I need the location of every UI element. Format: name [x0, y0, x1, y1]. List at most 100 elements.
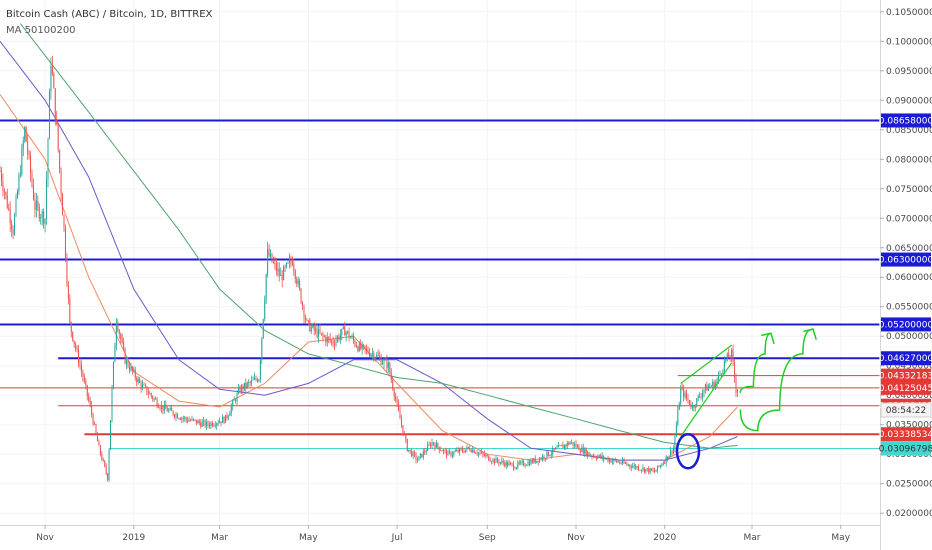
highlight-circle[interactable]	[675, 433, 701, 470]
level-price-label: 0.06300000	[879, 256, 932, 266]
candle-body	[287, 262, 289, 264]
candle-body	[556, 447, 558, 449]
candle-body	[418, 456, 420, 461]
candle-body	[655, 470, 657, 472]
candle-body	[182, 418, 184, 419]
candle-body	[451, 454, 453, 456]
level-price-label: 0.04332183	[879, 372, 932, 382]
candle-body	[367, 349, 369, 354]
channel-lower-line[interactable]	[680, 362, 733, 437]
candle-body	[0, 171, 2, 182]
projection-arrow-1[interactable]	[739, 332, 772, 394]
candle-body	[270, 253, 272, 257]
candle-body	[584, 448, 586, 454]
candle-body	[453, 451, 455, 455]
level-price-tag	[881, 113, 931, 128]
candle-body	[498, 461, 500, 464]
candle-body	[291, 262, 293, 265]
candle-body	[293, 264, 295, 271]
candle-body	[377, 354, 379, 357]
candle-body	[226, 415, 228, 418]
candle-body	[32, 185, 34, 200]
level-price-tag	[881, 368, 931, 383]
x-tick-label: Mar	[211, 533, 228, 543]
time-axis[interactable]: Nov 2019 Mar May Jul Sep Nov 2020 Mar May	[36, 525, 851, 543]
candle-body	[204, 420, 206, 427]
candle-body	[200, 422, 202, 427]
x-tick-label: Mar	[744, 533, 761, 543]
candle-body	[550, 453, 552, 456]
x-tick-label: Jul	[391, 533, 403, 543]
candle-body	[677, 409, 679, 425]
candle-body	[195, 419, 197, 424]
candle-body	[393, 389, 395, 397]
candle-body	[326, 337, 328, 343]
candle-body	[213, 425, 215, 427]
candle-body	[34, 199, 36, 210]
candle-body	[57, 123, 59, 150]
candle-body	[723, 361, 725, 371]
candle-body	[523, 461, 525, 466]
candle-body	[239, 388, 241, 393]
candle-body	[50, 65, 52, 92]
candle-body	[501, 460, 503, 463]
candle-body	[611, 460, 613, 463]
x-tick-label: 2020	[653, 533, 676, 543]
candle-body	[179, 418, 181, 420]
candle-body	[160, 405, 162, 409]
candle-body	[358, 343, 360, 351]
candle-body	[310, 327, 312, 332]
candle-body	[678, 403, 680, 410]
candles	[0, 55, 738, 482]
candle-body	[191, 418, 193, 421]
candle-body	[683, 388, 685, 397]
candle-body	[242, 385, 244, 390]
candle-body	[402, 425, 404, 434]
candle-body	[601, 455, 603, 458]
candle-body	[729, 357, 731, 359]
candle-body	[162, 405, 164, 411]
candle-body	[675, 424, 677, 437]
candle-body	[470, 450, 472, 453]
candle-body	[197, 420, 199, 424]
candle-body	[528, 461, 530, 465]
candle-body	[312, 324, 314, 328]
candle-body	[617, 461, 619, 463]
candle-body	[294, 270, 296, 279]
annotations	[675, 328, 817, 470]
moving-average-200	[20, 23, 738, 449]
candle-body	[146, 386, 148, 394]
candle-body	[38, 206, 40, 219]
candle-body	[351, 336, 353, 338]
candle-body	[127, 360, 129, 367]
candle-body	[668, 455, 670, 459]
candle-body	[696, 398, 698, 407]
candle-body	[706, 384, 708, 391]
candle-body	[722, 370, 724, 374]
candle-body	[69, 298, 71, 323]
level-price-label: 0.08658000	[879, 116, 932, 126]
candle-body	[149, 393, 151, 395]
candle-body	[238, 388, 240, 394]
candle-body	[142, 384, 144, 389]
candle-body	[283, 266, 285, 281]
projection-arrow-2[interactable]	[739, 328, 814, 432]
candle-body	[168, 409, 170, 412]
candle-body	[667, 456, 669, 459]
candle-body	[456, 450, 458, 452]
candle-body	[91, 405, 93, 415]
candle-body	[571, 442, 573, 444]
candle-body	[390, 372, 392, 380]
candle-body	[592, 455, 594, 457]
candle-body	[345, 332, 347, 336]
candle-body	[662, 462, 664, 465]
horizontal-levels	[0, 119, 880, 450]
candle-body	[494, 459, 496, 463]
candle-body	[98, 441, 100, 446]
channel-upper-line[interactable]	[680, 344, 732, 384]
candle-body	[510, 462, 512, 464]
candle-body	[94, 424, 96, 425]
